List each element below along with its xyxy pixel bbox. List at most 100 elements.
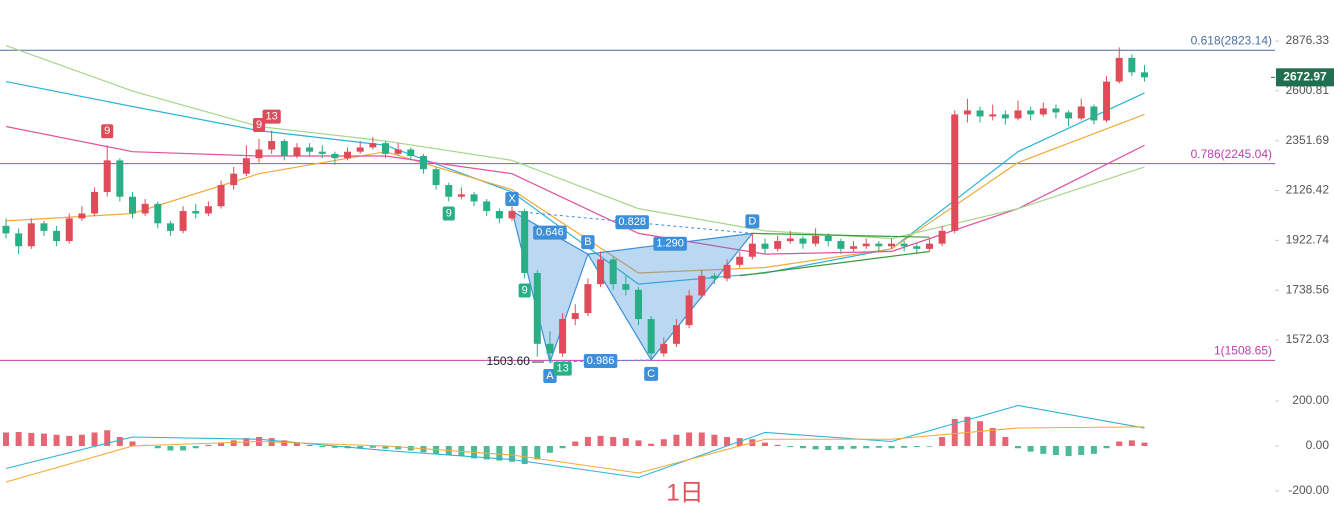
td-count: 13	[266, 111, 278, 123]
harmonic-ratio-line	[587, 232, 753, 255]
td-count-box	[252, 117, 266, 132]
td-count: 9	[446, 207, 452, 219]
candle-body	[242, 158, 250, 174]
candle-body	[369, 143, 377, 148]
harmonic-ratio: 0.986	[587, 355, 615, 367]
macd-bar	[116, 436, 123, 446]
candle-body	[546, 343, 554, 354]
harmonic-ratio: 1.290	[656, 238, 684, 250]
macd-bar	[863, 445, 870, 449]
candle-body	[812, 235, 820, 244]
candle-body	[179, 211, 187, 231]
candle-body	[660, 343, 668, 354]
candle-body	[432, 169, 440, 186]
candle-body	[204, 206, 212, 214]
candle-body	[1077, 106, 1085, 119]
macd-bar	[964, 416, 971, 446]
candle-body	[1065, 112, 1073, 119]
candle-body	[635, 289, 642, 320]
macd-bar	[799, 445, 806, 449]
td-count-box	[442, 206, 455, 221]
candle-body	[65, 218, 73, 242]
watermark: 1日	[666, 479, 703, 506]
macd-bar	[1078, 445, 1085, 455]
candle-body	[508, 211, 516, 219]
macd-bar	[534, 445, 541, 460]
moving-average	[5, 125, 1145, 255]
macd-bar	[850, 445, 857, 449]
candle-body	[230, 173, 238, 186]
candle-body	[1090, 106, 1098, 121]
candle-body	[900, 243, 908, 247]
candle-body	[293, 147, 301, 157]
candle-body	[382, 143, 389, 154]
harmonic-leg	[586, 232, 754, 361]
candle-body	[255, 149, 263, 159]
candle-body	[470, 194, 478, 202]
macd-bar	[129, 441, 136, 446]
candle-body	[786, 238, 794, 242]
candle-body	[774, 241, 782, 249]
macd-bar	[774, 444, 781, 446]
candle-body	[521, 211, 529, 273]
low-label: 1503.60	[487, 354, 531, 368]
macd-bar	[1002, 436, 1009, 446]
candle-body	[571, 313, 579, 320]
candle-body	[1141, 72, 1148, 78]
y-tick-label: 1738.56	[1286, 282, 1330, 296]
candle-body	[925, 243, 933, 249]
macd-bar	[787, 445, 794, 448]
macd-bar	[584, 436, 591, 446]
candle-body	[647, 319, 655, 354]
candle-body	[40, 223, 48, 231]
harmonic-point-box	[505, 192, 519, 207]
macd-bar	[951, 418, 958, 446]
macd-bar	[901, 445, 908, 448]
macd-bar	[660, 439, 667, 446]
harmonic-ratio: 0.646	[536, 226, 564, 238]
candle-body	[154, 203, 162, 224]
macd-line	[5, 404, 1145, 479]
macd-bar	[546, 445, 553, 453]
candle-body	[710, 275, 718, 279]
candle-body	[698, 275, 706, 296]
candle-body	[217, 185, 225, 207]
harmonic-ratio-box	[533, 225, 567, 240]
fib-label: 1(1508.65)	[1214, 344, 1272, 358]
candle-body	[963, 110, 971, 115]
macd-bar	[825, 445, 832, 451]
y-tick-label: 2876.33	[1286, 33, 1330, 47]
candle-body	[445, 185, 453, 197]
macd-bar	[1141, 442, 1148, 446]
macd-bar	[1128, 440, 1135, 446]
fib-label: 0.618(2823.14)	[1191, 33, 1272, 47]
candle-body	[318, 151, 326, 154]
candle-body	[850, 246, 858, 249]
macd-bar	[1103, 445, 1110, 449]
macd-bar	[78, 434, 85, 446]
macd-bar	[673, 434, 680, 446]
macd-bar	[3, 432, 9, 446]
macd-bar	[192, 445, 199, 449]
candle-body	[837, 241, 845, 249]
macd-bar	[154, 445, 161, 449]
harmonic-ratio-box	[583, 353, 618, 368]
candle-body	[15, 233, 23, 247]
y-tick-label: -200.00	[1288, 483, 1329, 497]
candle-body	[192, 211, 200, 214]
candle-body	[533, 272, 541, 344]
macd-bar	[1065, 445, 1072, 457]
td-count-box	[553, 361, 572, 376]
macd-bar	[698, 432, 705, 446]
macd-bar	[230, 440, 237, 446]
macd-bar	[572, 441, 579, 446]
candle-body	[27, 223, 35, 247]
candle-body	[1039, 108, 1047, 115]
macd-bar	[180, 445, 187, 451]
y-tick-label: 2351.69	[1286, 133, 1330, 147]
candle-body	[495, 211, 503, 219]
macd-bar	[837, 445, 844, 450]
macd-bar	[395, 445, 402, 450]
macd-bar	[382, 445, 389, 449]
